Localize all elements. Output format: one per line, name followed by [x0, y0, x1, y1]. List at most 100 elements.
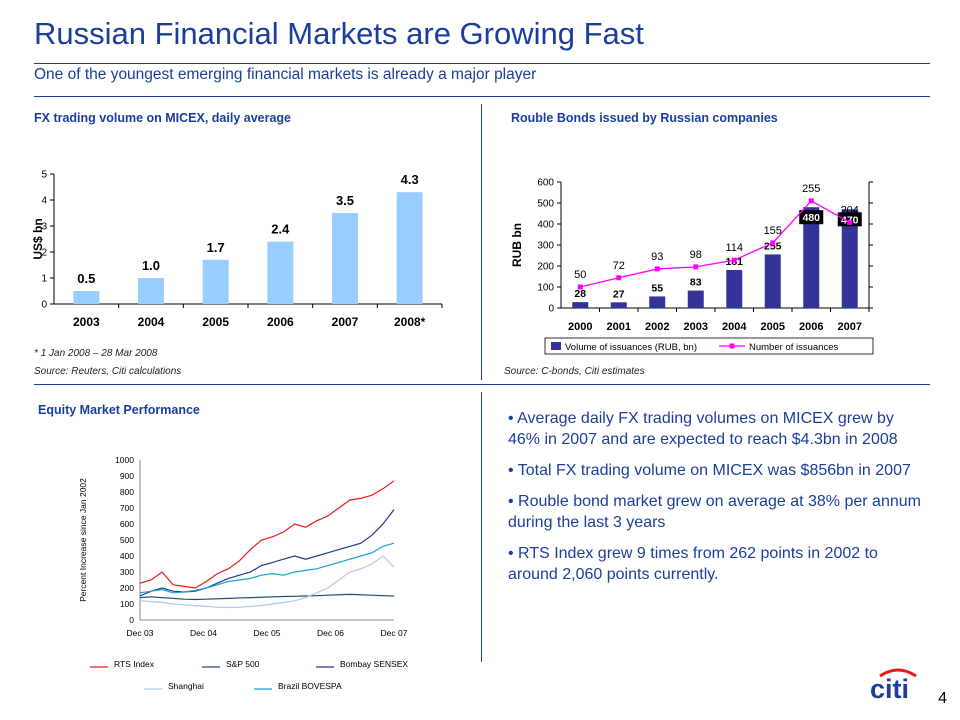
bond-legend-box — [544, 337, 874, 355]
eq-y-axis-label: Percent Increase since Jan 2002 — [78, 478, 88, 602]
eq-y-tick-label: 1000 — [115, 455, 134, 465]
top-vertical-divider — [481, 104, 482, 380]
bond-y-tick-label: 300 — [537, 241, 554, 252]
bullet-fx-growth: • Average daily FX trading volumes on MI… — [508, 410, 898, 448]
bottom-vertical-divider — [481, 392, 482, 662]
fx-data-label: 3.5 — [336, 193, 354, 208]
bond-issuances-data-label: 50 — [574, 269, 586, 281]
bond-issuances-marker — [847, 219, 853, 225]
bond-x-tick-label: 2002 — [645, 321, 669, 333]
key-points-list: • Average daily FX trading volumes on MI… — [508, 408, 923, 595]
bond-bar — [764, 254, 781, 308]
bond-issuances-data-label: 93 — [651, 251, 663, 263]
fx-y-tick-label: 1 — [41, 274, 47, 285]
fx-data-label: 1.7 — [207, 240, 225, 255]
citi-logo: citi — [870, 668, 917, 702]
page-title: Russian Financial Markets are Growing Fa… — [34, 16, 644, 51]
fx-y-tick-label: 0 — [41, 300, 47, 311]
bond-data-label-bg — [837, 212, 862, 227]
bond-issuances-data-label: 255 — [802, 183, 820, 195]
bond-y-axis-label: RUB bn — [510, 223, 524, 267]
bond-issuances-marker — [577, 284, 583, 290]
citi-logo-arc — [879, 668, 917, 678]
title-divider — [34, 63, 930, 64]
bullet-rts-growth: • RTS Index grew 9 times from 262 points… — [508, 545, 878, 583]
bond-bar-data-label: 255 — [764, 240, 782, 252]
bond-issuances-marker — [693, 264, 699, 270]
eq-y-tick-label: 400 — [120, 551, 134, 561]
bond-x-tick-label: 2006 — [799, 321, 823, 333]
eq-series-line-bombay-sensex — [139, 509, 395, 597]
bond-bar-data-label: 55 — [651, 282, 663, 294]
bond-issuances-marker — [654, 266, 660, 272]
bond-bar — [572, 302, 589, 308]
eq-series-line-brazil-bovespa — [139, 542, 395, 594]
bond-issuances-data-label: 114 — [725, 242, 743, 254]
bond-data-label-bg — [799, 210, 824, 225]
eq-x-tick-label: Dec 07 — [381, 628, 408, 638]
bond-y-tick-label: 100 — [537, 283, 554, 294]
bond-x-tick-label: 2007 — [838, 321, 862, 333]
page-number: 4 — [938, 690, 947, 707]
bond-legend-volume-label: Volume of issuances (RUB, bn) — [565, 342, 697, 353]
eq-y-tick-label: 200 — [120, 583, 134, 593]
bullet-bond-growth: • Rouble bond market grew on average at … — [508, 493, 921, 531]
bonds-chart-title: Rouble Bonds issued by Russian companies — [511, 111, 778, 125]
eq-legend-label: Bombay SENSEX — [340, 659, 408, 669]
eq-y-tick-label: 100 — [120, 599, 134, 609]
eq-y-tick-label: 0 — [129, 615, 134, 625]
bond-bar-data-label: 83 — [690, 277, 702, 289]
fx-y-axis-label: US$ bn — [31, 218, 45, 259]
bond-y-tick-label: 600 — [537, 178, 554, 189]
eq-y-tick-label: 300 — [120, 567, 134, 577]
fx-data-label: 0.5 — [77, 271, 95, 286]
rouble-bonds-chart: 0 100 200 300 400 500 600 RUB bn 28 2000 27 2001 55 2… — [510, 178, 874, 355]
bullet-fx-total: • Total FX trading volume on MICEX was $… — [508, 462, 911, 479]
fx-bar — [332, 213, 358, 304]
fx-x-tick-label: 2005 — [202, 315, 229, 329]
fx-source: Source: Reuters, Citi calculations — [34, 366, 182, 377]
bond-y-tick-label: 400 — [537, 220, 554, 231]
bond-y-tick-label: 200 — [537, 262, 554, 273]
middle-divider — [34, 384, 930, 385]
bond-legend-number-marker — [729, 343, 735, 349]
fx-bar — [138, 278, 164, 304]
bond-bar-data-label: 28 — [574, 288, 586, 300]
fx-data-label: 4.3 — [401, 172, 419, 187]
eq-x-tick-label: Dec 06 — [317, 628, 344, 638]
fx-y-tick-label: 5 — [41, 170, 47, 181]
bond-bar — [687, 290, 704, 308]
fx-x-tick-label: 2007 — [332, 315, 359, 329]
bond-x-tick-label: 2005 — [761, 321, 785, 333]
equity-chart-title: Equity Market Performance — [38, 403, 200, 417]
eq-legend-label: Brazil BOVESPA — [278, 681, 342, 691]
fx-x-tick-label: 2004 — [138, 315, 165, 329]
eq-y-tick-label: 900 — [120, 471, 134, 481]
fx-data-label: 2.4 — [271, 222, 290, 237]
eq-x-tick-label: Dec 05 — [254, 628, 281, 638]
eq-y-tick-label: 800 — [120, 487, 134, 497]
fx-footnote: * 1 Jan 2008 – 28 Mar 2008 — [34, 348, 158, 359]
eq-y-tick-label: 500 — [120, 535, 134, 545]
fx-y-tick-label: 4 — [41, 196, 47, 207]
eq-x-tick-label: Dec 03 — [127, 628, 154, 638]
fx-bar — [396, 192, 423, 304]
bond-bar — [726, 269, 743, 308]
fx-chart-title: FX trading volume on MICEX, daily averag… — [34, 111, 292, 125]
bond-issuances-marker — [616, 275, 622, 281]
fx-bar — [202, 259, 229, 304]
eq-y-tick-label: 600 — [120, 519, 134, 529]
bond-legend-number-label: Number of issuances — [749, 342, 838, 353]
page-subtitle: One of the youngest emerging financial m… — [34, 66, 537, 83]
bond-x-tick-label: 2003 — [684, 321, 708, 333]
eq-series-line-rts-index — [139, 480, 395, 589]
bond-x-tick-label: 2001 — [607, 321, 631, 333]
eq-legend-label: Shanghai — [168, 681, 204, 691]
eq-x-tick-label: Dec 04 — [190, 628, 217, 638]
eq-legend-label: RTS Index — [114, 659, 155, 669]
bond-y-tick-label: 0 — [548, 304, 554, 315]
bond-bar-data-label: 27 — [613, 288, 625, 300]
fx-y-tick-label: 3 — [41, 222, 47, 233]
eq-legend-label: S&P 500 — [226, 659, 260, 669]
bond-bar-data-label: 480 — [802, 212, 820, 224]
